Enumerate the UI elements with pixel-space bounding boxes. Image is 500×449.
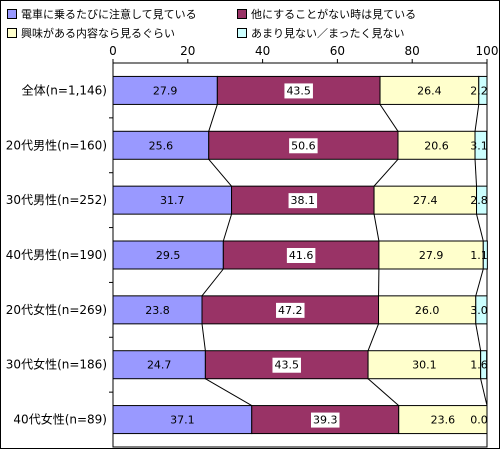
bar-segment bbox=[475, 295, 488, 325]
category-label: 20代女性(n=269) bbox=[6, 302, 107, 317]
legend-label-2: 他にすることがない時は見ている bbox=[251, 8, 417, 21]
bar-segment bbox=[478, 75, 488, 105]
data-label-background bbox=[289, 138, 318, 154]
category-label: 30代女性(n=186) bbox=[6, 357, 107, 372]
data-label: 25.6 bbox=[149, 139, 174, 152]
connector-line bbox=[474, 159, 478, 187]
bar-segment bbox=[397, 130, 476, 160]
data-label: 27.4 bbox=[413, 194, 438, 207]
data-label: 50.6 bbox=[291, 139, 316, 152]
connector-line bbox=[379, 104, 399, 132]
bar-segment bbox=[476, 185, 488, 215]
bar-segment bbox=[378, 295, 477, 325]
data-label: 3.0 bbox=[470, 304, 488, 317]
connector-line bbox=[367, 378, 400, 406]
bar-segment bbox=[398, 405, 488, 435]
data-label-background bbox=[288, 193, 318, 209]
bar-segment bbox=[373, 185, 478, 215]
legend-label-3: 興味がある内容なら見るぐらい bbox=[21, 27, 175, 40]
connector-line bbox=[208, 158, 232, 187]
data-label: 30.1 bbox=[412, 359, 437, 372]
bar-segment bbox=[112, 240, 224, 270]
x-tick-label: 80 bbox=[405, 44, 420, 58]
data-label: 1.1 bbox=[470, 249, 488, 262]
data-label: 47.2 bbox=[278, 304, 303, 317]
data-label: 3.1 bbox=[470, 139, 488, 152]
data-label: 0.0 bbox=[470, 414, 488, 427]
legend-swatch-1 bbox=[7, 9, 17, 19]
data-label: 29.5 bbox=[156, 249, 181, 262]
category-label: 30代男性(n=252) bbox=[6, 193, 107, 207]
category-label: 20代男性(n=160) bbox=[6, 138, 107, 152]
data-label: 23.8 bbox=[145, 304, 170, 317]
connector-line bbox=[201, 268, 224, 297]
data-label-background bbox=[272, 357, 301, 373]
connector-line bbox=[373, 158, 399, 187]
connector-line bbox=[476, 214, 484, 242]
data-label: 27.9 bbox=[153, 84, 178, 97]
data-label: 26.4 bbox=[417, 84, 442, 97]
category-label: 40代男性(n=190) bbox=[6, 248, 107, 262]
bar-segment bbox=[482, 240, 488, 270]
bar-segment bbox=[208, 130, 399, 160]
data-label: 26.0 bbox=[415, 304, 440, 317]
x-tick-label: 60 bbox=[330, 44, 345, 58]
legend-swatch-3 bbox=[7, 28, 17, 38]
bar-segment bbox=[474, 130, 488, 160]
data-label: 1.6 bbox=[470, 359, 488, 372]
data-label: 37.1 bbox=[170, 414, 195, 427]
category-label: 全体(n=1,146) bbox=[22, 82, 107, 97]
data-label: 2.8 bbox=[470, 194, 488, 207]
data-label: 41.6 bbox=[289, 249, 314, 262]
bar-segment bbox=[480, 350, 488, 380]
bar-segment bbox=[367, 350, 482, 380]
data-label: 24.7 bbox=[147, 359, 172, 372]
connector-line bbox=[367, 323, 380, 351]
connector-line bbox=[474, 104, 480, 132]
legend-swatch-4 bbox=[237, 28, 247, 38]
connector-line bbox=[475, 323, 482, 351]
legend-label-1: 電車に乗るたびに注意して見ている bbox=[21, 8, 197, 21]
connector-line bbox=[480, 378, 488, 406]
x-tick-label: 20 bbox=[180, 44, 195, 58]
connector-line bbox=[222, 213, 233, 242]
data-label: 27.9 bbox=[419, 249, 444, 262]
x-tick-label: 0 bbox=[109, 44, 117, 58]
connector-line bbox=[205, 378, 253, 407]
data-label: 31.7 bbox=[160, 194, 185, 207]
legend-swatch-2 bbox=[237, 9, 247, 19]
category-label: 40代女性(n=89) bbox=[13, 412, 107, 427]
data-label-background bbox=[286, 248, 316, 263]
connector-line bbox=[373, 214, 380, 242]
bar-segment bbox=[112, 405, 253, 435]
data-label: 20.6 bbox=[424, 139, 449, 152]
bar-segment bbox=[379, 75, 480, 105]
x-tick-label: 100 bbox=[476, 44, 499, 58]
data-label-background bbox=[276, 302, 305, 318]
data-label: 43.5 bbox=[286, 84, 311, 97]
legend-label-4: あまり見ない／まったく見ない bbox=[251, 27, 405, 40]
bar-segment bbox=[112, 130, 210, 160]
connector-line bbox=[201, 323, 206, 351]
data-label: 23.6 bbox=[431, 414, 456, 427]
bar-segment bbox=[378, 240, 484, 270]
data-label: 2.2 bbox=[470, 84, 488, 97]
x-tick-label: 40 bbox=[255, 44, 270, 58]
data-label: 38.1 bbox=[291, 194, 316, 207]
data-label-background bbox=[310, 412, 340, 428]
connector-line bbox=[208, 104, 218, 132]
data-label: 43.5 bbox=[274, 359, 299, 372]
data-label: 39.3 bbox=[313, 414, 338, 427]
bar-segment bbox=[112, 185, 233, 215]
connector-line bbox=[475, 268, 484, 296]
data-label-background bbox=[284, 83, 313, 99]
